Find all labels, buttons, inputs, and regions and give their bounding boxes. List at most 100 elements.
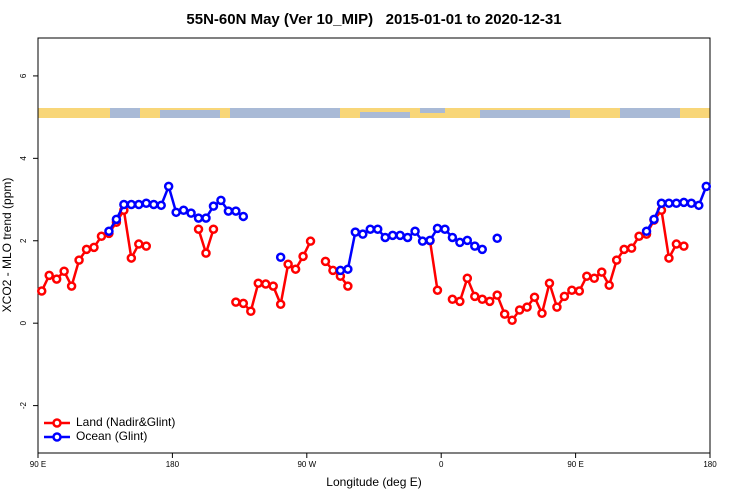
data-point xyxy=(253,278,264,288)
data-point xyxy=(141,241,152,251)
data-point xyxy=(634,231,644,241)
data-point xyxy=(178,205,189,216)
data-point xyxy=(694,200,704,211)
data-point xyxy=(231,297,241,307)
data-point xyxy=(275,299,286,309)
data-point xyxy=(522,302,532,312)
data-point xyxy=(126,253,137,263)
data-point xyxy=(231,206,241,216)
data-point xyxy=(499,309,510,319)
data-point xyxy=(664,198,674,209)
data-point xyxy=(208,224,219,234)
data-point xyxy=(559,291,570,302)
data-point xyxy=(447,232,458,243)
data-point xyxy=(656,198,667,209)
data-point xyxy=(596,267,607,277)
data-point xyxy=(74,255,84,265)
data-point xyxy=(268,281,278,291)
data-point xyxy=(507,315,517,326)
data-point xyxy=(477,244,488,255)
data-point xyxy=(126,199,137,210)
data-point xyxy=(484,296,495,307)
data-point xyxy=(671,239,682,249)
data-point xyxy=(447,294,458,305)
data-point xyxy=(611,255,622,265)
data-point xyxy=(462,235,473,246)
data-point xyxy=(283,259,293,270)
x-tick-label: 90 E xyxy=(30,460,46,469)
x-tick-label: 180 xyxy=(703,460,717,469)
data-point xyxy=(104,226,114,237)
data-point xyxy=(275,252,286,262)
data-point xyxy=(59,266,69,277)
data-point xyxy=(141,198,152,209)
data-point xyxy=(686,198,697,209)
y-tick-label: 0 xyxy=(19,320,28,325)
data-point xyxy=(134,199,144,210)
data-point xyxy=(492,290,502,300)
data-point xyxy=(343,281,353,291)
data-point xyxy=(201,213,211,223)
data-point xyxy=(529,292,540,302)
x-tick-label: 90 W xyxy=(297,460,316,469)
data-point xyxy=(582,271,592,281)
data-point xyxy=(328,265,338,276)
data-point xyxy=(350,227,361,237)
data-point xyxy=(619,244,629,255)
data-point xyxy=(514,305,525,315)
data-point xyxy=(216,195,226,206)
data-point xyxy=(335,265,346,276)
x-axis-label: Longitude (deg E) xyxy=(326,475,421,489)
data-point xyxy=(81,244,92,255)
chart-title: 55N-60N May (Ver 10_MIP) 2015-01-01 to 2… xyxy=(186,11,561,28)
data-point xyxy=(171,207,181,218)
data-point xyxy=(44,270,54,281)
data-point xyxy=(238,211,249,222)
series-line xyxy=(428,240,439,291)
data-point xyxy=(186,208,196,218)
data-point xyxy=(365,224,376,234)
x-tick-label: 0 xyxy=(439,460,444,469)
data-point xyxy=(260,279,271,289)
data-point xyxy=(470,291,480,302)
data-point xyxy=(455,237,465,248)
data-point xyxy=(290,264,301,274)
data-point xyxy=(679,197,689,208)
data-point xyxy=(66,281,77,291)
data-point xyxy=(36,286,47,296)
data-point xyxy=(432,285,443,295)
data-point xyxy=(462,273,473,284)
data-point xyxy=(537,308,547,319)
data-point xyxy=(544,278,555,288)
data-point xyxy=(395,230,405,241)
map-strip xyxy=(38,108,710,118)
data-point xyxy=(193,224,204,234)
data-point xyxy=(372,224,383,234)
data-point xyxy=(425,235,435,246)
data-point xyxy=(589,273,600,284)
data-point xyxy=(604,280,614,291)
data-point xyxy=(96,231,107,241)
x-tick-label: 180 xyxy=(166,460,180,469)
data-point xyxy=(246,306,256,316)
data-point xyxy=(402,232,413,243)
data-point xyxy=(305,236,316,246)
data-point xyxy=(320,256,331,267)
data-point xyxy=(470,241,480,251)
data-point xyxy=(492,233,502,244)
data-point xyxy=(238,298,249,309)
data-point xyxy=(111,214,122,225)
data-point xyxy=(410,226,420,237)
data-point xyxy=(701,181,712,192)
data-point xyxy=(574,286,585,296)
data-point xyxy=(201,248,211,258)
data-point xyxy=(671,198,682,209)
legend-marker xyxy=(52,432,62,442)
data-point xyxy=(134,239,144,249)
data-point xyxy=(387,230,398,241)
data-point xyxy=(626,243,637,253)
legend-label: Ocean (Glint) xyxy=(76,429,147,443)
y-tick-label: 6 xyxy=(19,73,28,78)
data-point xyxy=(477,294,488,305)
